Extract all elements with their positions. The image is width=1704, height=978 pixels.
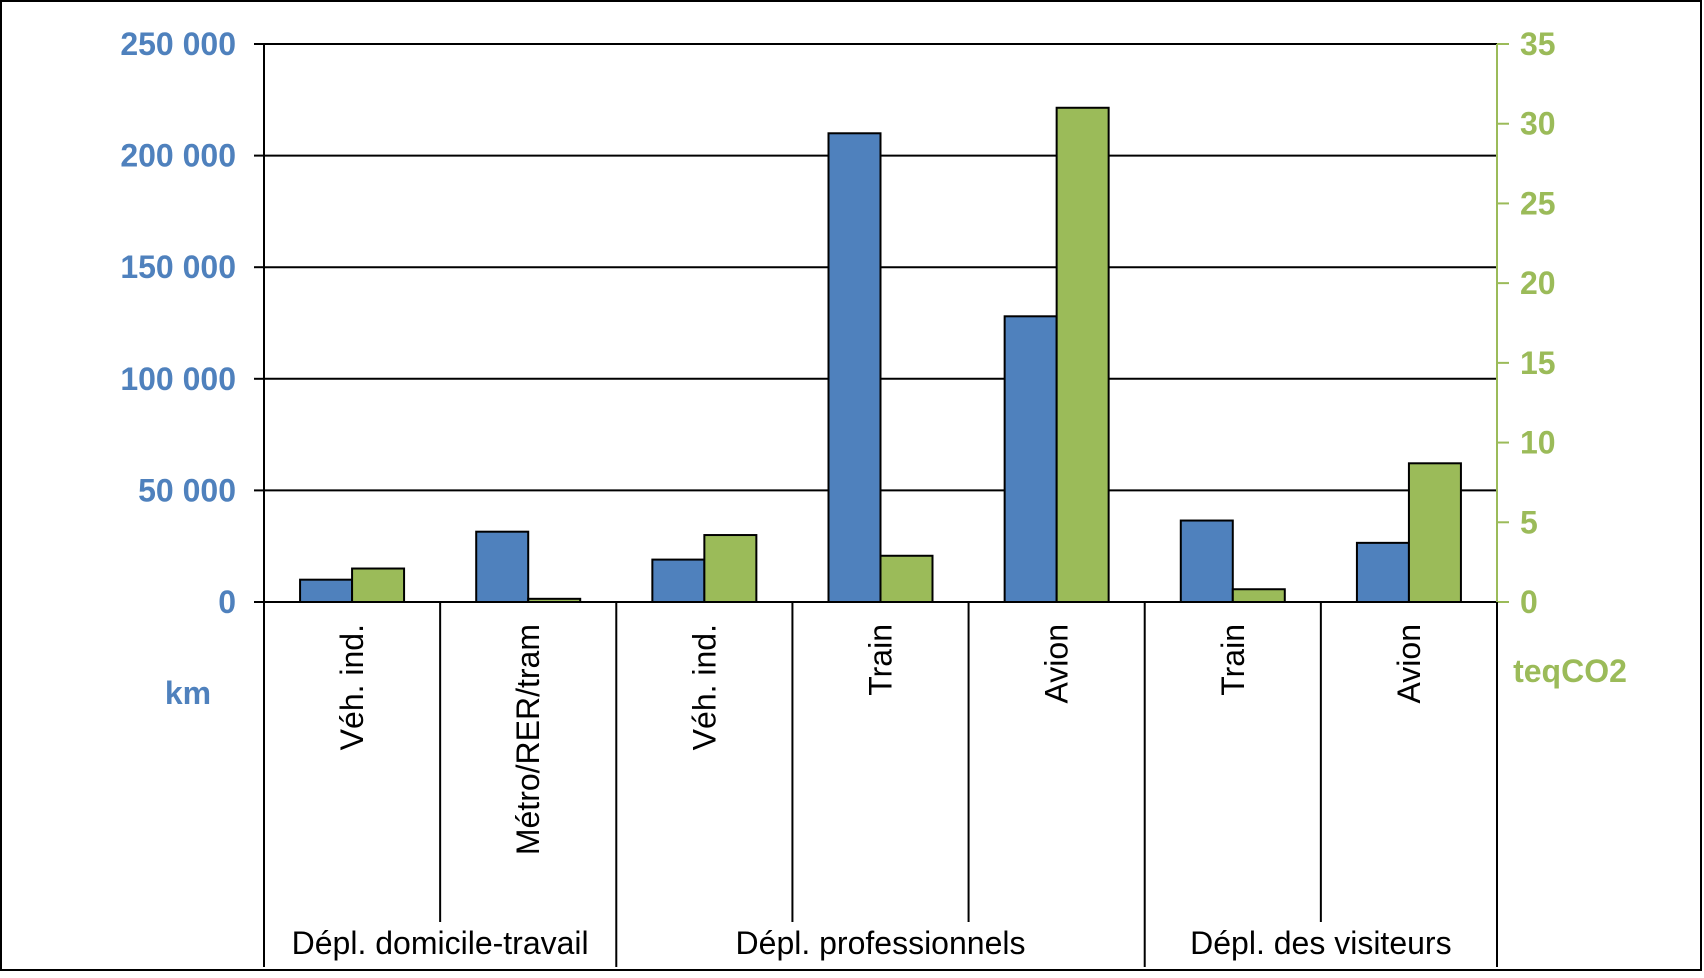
right-tick-label: 35 bbox=[1520, 26, 1556, 62]
category-label: Train bbox=[863, 624, 899, 696]
bar-teqco2 bbox=[1055, 106, 1110, 604]
right-tick-label: 10 bbox=[1520, 425, 1556, 461]
bar-km bbox=[1179, 519, 1234, 603]
group-label: Dépl. professionnels bbox=[736, 925, 1026, 961]
bar-km bbox=[1355, 541, 1410, 603]
bar-km bbox=[1003, 315, 1058, 603]
bar-teqco2 bbox=[703, 534, 758, 603]
bar-km bbox=[827, 132, 882, 603]
category-label: Véh. ind. bbox=[334, 624, 370, 750]
category-label: Métro/RER/tram bbox=[510, 624, 546, 855]
left-tick-label: 150 000 bbox=[120, 249, 236, 285]
left-axis-unit: km bbox=[165, 675, 211, 711]
bar-teqco2 bbox=[351, 567, 406, 604]
bar-teqco2 bbox=[879, 554, 934, 603]
bar-teqco2 bbox=[1231, 588, 1286, 604]
category-label: Véh. ind. bbox=[686, 624, 722, 750]
labels: 0 50 000 100 000 150 000 200 000 250 000 0 5 10 1… bbox=[120, 26, 1555, 961]
right-tick-label: 20 bbox=[1520, 265, 1556, 301]
left-tick-label: 50 000 bbox=[138, 472, 236, 508]
left-tick-label: 200 000 bbox=[120, 138, 236, 174]
group-label: Dépl. domicile-travail bbox=[292, 925, 589, 961]
left-tick-label: 100 000 bbox=[120, 361, 236, 397]
bar-teqco2 bbox=[1407, 462, 1462, 603]
bar-km bbox=[299, 578, 354, 603]
left-tick-label: 0 bbox=[218, 584, 236, 620]
right-tick-label: 5 bbox=[1520, 504, 1538, 540]
right-tick-label: 15 bbox=[1520, 345, 1556, 381]
bar-km bbox=[475, 530, 530, 604]
left-tick-label: 250 000 bbox=[120, 26, 236, 62]
axes bbox=[254, 43, 1509, 967]
right-axis-unit: teqCO2 bbox=[1513, 653, 1627, 689]
category-label: Avion bbox=[1391, 624, 1427, 703]
category-label: Train bbox=[1215, 624, 1251, 696]
category-label: Avion bbox=[1039, 624, 1075, 703]
bar-km bbox=[651, 558, 706, 603]
right-tick-label: 25 bbox=[1520, 185, 1556, 221]
bars bbox=[299, 106, 1462, 604]
right-tick-label: 0 bbox=[1520, 584, 1538, 620]
right-tick-label: 30 bbox=[1520, 106, 1556, 142]
group-label: Dépl. des visiteurs bbox=[1190, 925, 1451, 961]
